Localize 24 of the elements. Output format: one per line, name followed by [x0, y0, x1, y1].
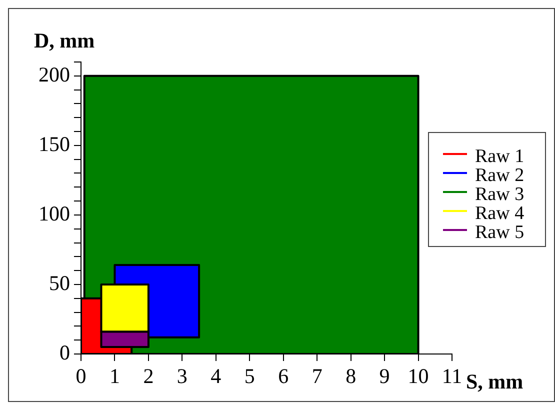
legend-label: Raw 4: [475, 203, 524, 224]
y-tick-label: 200: [38, 62, 70, 86]
x-axis-title: S, mm: [466, 369, 524, 394]
legend-label: Raw 1: [475, 146, 524, 167]
x-tick-label: 7: [312, 364, 322, 388]
x-tick-label: 2: [143, 364, 154, 388]
legend-label: Raw 2: [475, 165, 524, 186]
x-tick-label: 9: [379, 364, 390, 388]
x-tick-label: 5: [244, 364, 255, 388]
x-tick-label: 3: [176, 364, 188, 388]
x-tick-label: 1: [109, 364, 120, 388]
y-tick-label: 0: [60, 340, 70, 365]
y-tick-label: 150: [38, 132, 70, 156]
x-tick-label: 11: [442, 364, 462, 388]
x-tick-label: 6: [278, 364, 289, 388]
legend-label: Raw 5: [475, 222, 524, 243]
x-tick-label: 0: [76, 364, 86, 388]
x-tick-label: 8: [346, 364, 356, 388]
x-tick-label: 10: [408, 364, 429, 388]
legend-label: Raw 3: [475, 184, 524, 205]
y-tick-label: 50: [49, 270, 70, 295]
y-tick-label: 100: [38, 201, 70, 226]
x-tick-label: 4: [210, 364, 222, 388]
y-axis-title: D, mm: [34, 28, 96, 52]
